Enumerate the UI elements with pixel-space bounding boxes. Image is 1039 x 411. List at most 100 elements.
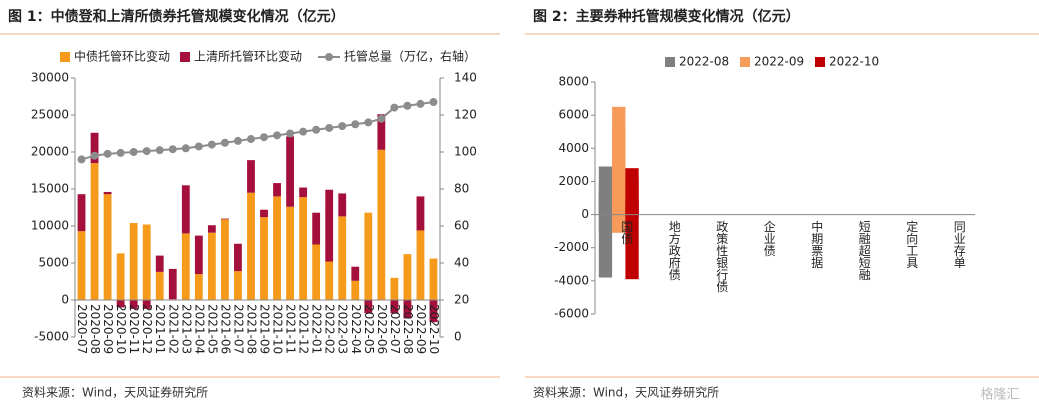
chart-title: 图 1：中债登和上清所债券托管规模变化情况（亿元） <box>8 8 345 25</box>
x-tick-label: 2022-07 <box>388 304 402 354</box>
y-tick-label: 8000 <box>558 75 589 89</box>
bar <box>129 223 138 300</box>
bar <box>129 300 138 309</box>
bar <box>325 189 334 262</box>
marker <box>77 155 86 164</box>
bar <box>116 300 125 308</box>
bar <box>429 258 438 300</box>
bar <box>403 254 412 300</box>
bar <box>612 214 626 220</box>
marker <box>181 144 190 153</box>
bar <box>247 160 255 193</box>
x-tick-label: 2021-10 <box>271 304 285 354</box>
y2-tick-label: 80 <box>454 182 469 196</box>
marker <box>207 140 216 149</box>
x-tick-label: 2021-07 <box>231 304 245 354</box>
bar <box>416 196 425 231</box>
bar <box>155 271 164 300</box>
marker <box>260 133 269 142</box>
marker <box>312 125 321 134</box>
y-tick-label: 30000 <box>31 71 69 85</box>
y-tick-label: 4000 <box>558 141 589 155</box>
legend-swatch <box>665 57 675 67</box>
legend-swatch <box>740 57 750 67</box>
x-tick-label: 2020-08 <box>88 304 102 354</box>
bar <box>234 271 242 300</box>
bar <box>207 232 216 300</box>
bar <box>77 231 86 300</box>
x-tick-label: 国债 <box>620 221 634 245</box>
bar <box>90 132 99 164</box>
marker <box>390 103 399 112</box>
y-tick-label: 2000 <box>558 174 589 188</box>
x-tick-label: 中期票据 <box>810 219 824 269</box>
x-tick-label: 政策性银行债 <box>715 220 729 292</box>
y2-tick-label: 0 <box>454 330 462 344</box>
bar <box>598 214 613 278</box>
y-tick-label: -4000 <box>554 273 589 287</box>
marker <box>286 129 295 138</box>
chart-title: 图 2：主要券种托管规模变化情况（亿元） <box>533 8 800 25</box>
line <box>81 101 434 161</box>
bar <box>142 300 151 309</box>
marker <box>142 147 151 156</box>
y-tick-label: -2000 <box>554 240 589 254</box>
bar <box>351 280 360 300</box>
x-tick-label: 2022-10 <box>427 304 441 354</box>
x-tick-label: 2022-03 <box>336 304 350 354</box>
x-tick-label: 短融超短融 <box>857 220 871 281</box>
source: 资料来源：Wind，天风证券研究所 <box>533 385 719 400</box>
bar <box>299 197 308 300</box>
y-tick-label: 25000 <box>31 108 69 122</box>
y2-tick-label: 40 <box>454 256 469 270</box>
bar <box>273 196 281 300</box>
y-tick-label: 5000 <box>38 256 69 270</box>
bar <box>221 219 229 300</box>
marker <box>338 122 347 131</box>
legend-label: 2022-09 <box>754 55 804 69</box>
marker <box>299 127 308 136</box>
x-tick-label: 2021-12 <box>297 304 311 354</box>
marker <box>129 148 138 156</box>
y2-tick-label: 20 <box>454 293 469 307</box>
bar <box>416 230 425 300</box>
bar <box>194 235 203 275</box>
y2-tick-label: 100 <box>454 145 477 159</box>
bar <box>403 300 412 319</box>
x-tick-label: 定向工具 <box>905 219 919 268</box>
marker <box>325 123 334 132</box>
x-tick-label: 2022-01 <box>310 304 324 354</box>
x-tick-label: 2021-11 <box>284 304 298 354</box>
bar <box>194 274 203 300</box>
x-tick-label: 2022-04 <box>349 304 363 354</box>
x-tick-label: 2022-06 <box>375 304 389 354</box>
y-tick-label: 0 <box>61 293 69 307</box>
marker <box>246 135 255 144</box>
bar <box>286 136 294 207</box>
x-tick-label: 企业债 <box>762 219 776 256</box>
bar <box>221 218 229 220</box>
x-tick-label: 同业存单 <box>952 221 966 270</box>
x-tick-label: 2020-07 <box>75 304 89 354</box>
x-tick-label: 2021-02 <box>166 304 180 354</box>
x-tick-label: 2020-09 <box>101 304 115 354</box>
bar <box>207 225 216 233</box>
marker <box>351 120 360 129</box>
bar <box>377 149 386 300</box>
legend-label: 托管总量（万亿，右轴） <box>344 49 476 64</box>
x-tick-label: 2020-12 <box>140 304 154 354</box>
legend-label: 2022-08 <box>679 55 729 69</box>
marker <box>364 118 373 127</box>
bar <box>364 300 373 314</box>
bar <box>77 194 86 232</box>
x-tick-label: 2022-02 <box>323 304 337 354</box>
legend-label: 上清所托管环比变动 <box>194 49 302 64</box>
y2-tick-label: 120 <box>454 108 477 122</box>
x-tick-label: 2022-09 <box>414 304 428 354</box>
y2-tick-label: 60 <box>454 219 469 233</box>
bar <box>273 183 281 197</box>
y-tick-label: 0 <box>581 207 589 221</box>
bar <box>260 217 268 300</box>
marker <box>168 145 177 154</box>
